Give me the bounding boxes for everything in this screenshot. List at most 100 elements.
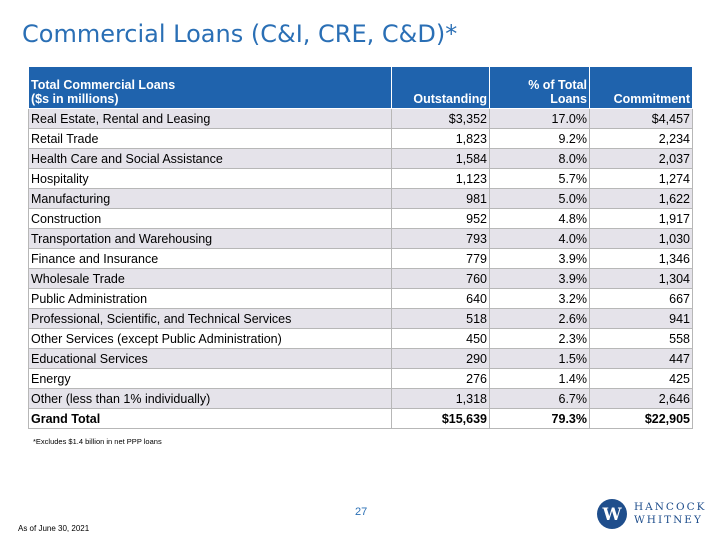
row-pct-total-loans: 2.6%: [489, 308, 590, 329]
row-commitment: 1,346: [589, 248, 693, 269]
table-header-row: Total Commercial Loans ($s in millions) …: [28, 66, 693, 109]
table-row: Retail Trade 1,823 9.2% 2,234: [28, 128, 693, 149]
row-outstanding: $15,639: [391, 408, 490, 429]
row-category: Grand Total: [28, 408, 392, 429]
row-pct-total-loans: 4.0%: [489, 228, 590, 249]
page-title: Commercial Loans (C&I, CRE, C&D)*: [22, 20, 458, 48]
table-row: Public Administration 640 3.2% 667: [28, 288, 693, 309]
row-commitment: 1,622: [589, 188, 693, 209]
row-category: Educational Services: [28, 348, 392, 369]
row-category: Finance and Insurance: [28, 248, 392, 269]
row-pct-total-loans: 2.3%: [489, 328, 590, 349]
row-outstanding: 1,123: [391, 168, 490, 189]
row-commitment: $22,905: [589, 408, 693, 429]
row-pct-total-loans: 6.7%: [489, 388, 590, 409]
row-commitment: 425: [589, 368, 693, 389]
table-row: Wholesale Trade 760 3.9% 1,304: [28, 268, 693, 289]
row-outstanding: 793: [391, 228, 490, 249]
table-row: Other Services (except Public Administra…: [28, 328, 693, 349]
row-outstanding: 276: [391, 368, 490, 389]
row-category: Energy: [28, 368, 392, 389]
table-row: Energy 276 1.4% 425: [28, 368, 693, 389]
table-row: Health Care and Social Assistance 1,584 8.…: [28, 148, 693, 169]
row-outstanding: 1,584: [391, 148, 490, 169]
row-outstanding: 779: [391, 248, 490, 269]
row-pct-total-loans: 9.2%: [489, 128, 590, 149]
row-category: Health Care and Social Assistance: [28, 148, 392, 169]
row-commitment: 667: [589, 288, 693, 309]
row-category: Transportation and Warehousing: [28, 228, 392, 249]
row-commitment: 1,304: [589, 268, 693, 289]
row-category: Other Services (except Public Administra…: [28, 328, 392, 349]
table-body: Real Estate, Rental and Leasing $3,352 17.…: [28, 108, 693, 429]
as-of-date: As of June 30, 2021: [18, 524, 90, 533]
table-row: Real Estate, Rental and Leasing $3,352 17.…: [28, 108, 693, 129]
row-commitment: 2,646: [589, 388, 693, 409]
row-pct-total-loans: 4.8%: [489, 208, 590, 229]
row-outstanding: 1,318: [391, 388, 490, 409]
row-commitment: 447: [589, 348, 693, 369]
row-outstanding: 981: [391, 188, 490, 209]
row-category: Wholesale Trade: [28, 268, 392, 289]
row-pct-total-loans: 79.3%: [489, 408, 590, 429]
header-pct-total-loans: % of Total Loans: [489, 66, 590, 109]
table-row: Other (less than 1% individually) 1,318 6.…: [28, 388, 693, 409]
table-row: Educational Services 290 1.5% 447: [28, 348, 693, 369]
logo-mark-letter: W: [601, 505, 622, 525]
logo-line2: WHITNEY: [634, 514, 703, 526]
page-number: 27: [355, 506, 368, 518]
row-category: Hospitality: [28, 168, 392, 189]
row-category: Real Estate, Rental and Leasing: [28, 108, 392, 129]
row-pct-total-loans: 3.9%: [489, 268, 590, 289]
header-pct-line1: % of Total: [528, 78, 587, 92]
row-outstanding: 1,823: [391, 128, 490, 149]
row-category: Public Administration: [28, 288, 392, 309]
row-commitment: 941: [589, 308, 693, 329]
row-commitment: 2,037: [589, 148, 693, 169]
logo-mark-icon: W: [597, 499, 627, 529]
row-commitment: 2,234: [589, 128, 693, 149]
row-pct-total-loans: 3.9%: [489, 248, 590, 269]
table-row: Finance and Insurance 779 3.9% 1,346: [28, 248, 693, 269]
row-pct-total-loans: 5.7%: [489, 168, 590, 189]
row-outstanding: 952: [391, 208, 490, 229]
header-category-line2: ($s in millions): [31, 92, 119, 106]
header-category-line1: Total Commercial Loans: [31, 78, 176, 92]
row-commitment: 1,030: [589, 228, 693, 249]
header-category: Total Commercial Loans ($s in millions): [28, 66, 392, 109]
hancock-whitney-logo: W HANCOCK WHITNEY: [596, 498, 706, 530]
row-commitment: 1,917: [589, 208, 693, 229]
row-commitment: $4,457: [589, 108, 693, 129]
header-commitment: Commitment: [589, 66, 693, 109]
logo-wordmark: HANCOCK WHITNEY: [634, 501, 706, 527]
row-outstanding: 760: [391, 268, 490, 289]
table-row: Transportation and Warehousing 793 4.0% 1,0…: [28, 228, 693, 249]
row-pct-total-loans: 17.0%: [489, 108, 590, 129]
row-commitment: 1,274: [589, 168, 693, 189]
row-category: Manufacturing: [28, 188, 392, 209]
row-outstanding: $3,352: [391, 108, 490, 129]
row-category: Construction: [28, 208, 392, 229]
row-category: Professional, Scientific, and Technical …: [28, 308, 392, 329]
row-outstanding: 518: [391, 308, 490, 329]
row-commitment: 558: [589, 328, 693, 349]
row-category: Other (less than 1% individually): [28, 388, 392, 409]
header-pct-line2: Loans: [550, 92, 587, 106]
row-outstanding: 450: [391, 328, 490, 349]
row-pct-total-loans: 3.2%: [489, 288, 590, 309]
table-row: Professional, Scientific, and Technical …: [28, 308, 693, 329]
grand-total-row: Grand Total $15,639 79.3% $22,905: [28, 408, 693, 429]
row-outstanding: 640: [391, 288, 490, 309]
row-pct-total-loans: 5.0%: [489, 188, 590, 209]
row-pct-total-loans: 1.4%: [489, 368, 590, 389]
row-pct-total-loans: 8.0%: [489, 148, 590, 169]
table-row: Construction 952 4.8% 1,917: [28, 208, 693, 229]
header-outstanding: Outstanding: [391, 66, 490, 109]
logo-line1: HANCOCK: [634, 501, 707, 513]
table-row: Manufacturing 981 5.0% 1,622: [28, 188, 693, 209]
row-category: Retail Trade: [28, 128, 392, 149]
row-pct-total-loans: 1.5%: [489, 348, 590, 369]
footnote: *Excludes $1.4 billion in net PPP loans: [33, 437, 162, 446]
table-row: Hospitality 1,123 5.7% 1,274: [28, 168, 693, 189]
commercial-loans-table: Total Commercial Loans ($s in millions) …: [28, 66, 693, 429]
